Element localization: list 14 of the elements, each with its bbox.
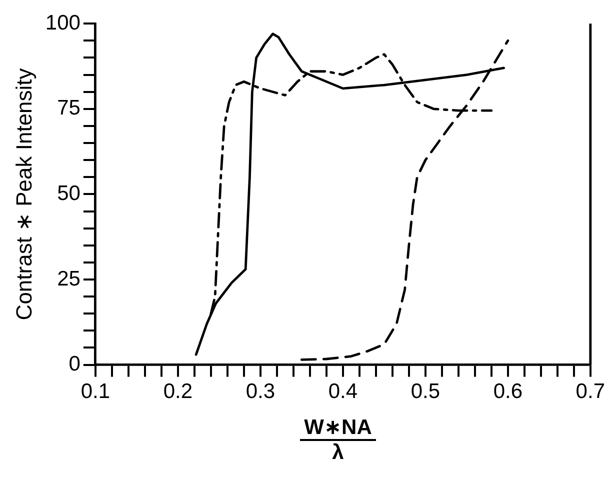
x-tick-label: 0.2 bbox=[163, 380, 193, 404]
x-tick-label: 0.4 bbox=[328, 380, 358, 404]
x-tick-label: 0.6 bbox=[493, 380, 523, 404]
y-tick-label: 100 bbox=[45, 11, 80, 34]
y-axis-title: Contrast ∗ Peak Intensity bbox=[11, 68, 36, 320]
x-tick-label: 0.7 bbox=[576, 380, 606, 404]
y-tick-label: 75 bbox=[57, 96, 80, 120]
y-tick-label: 50 bbox=[57, 182, 80, 205]
x-tick-label: 0.5 bbox=[410, 380, 440, 404]
x-axis-title: W∗NA λ bbox=[303, 416, 373, 464]
y-tick-label: 25 bbox=[57, 267, 80, 290]
y-tick-label: 0 bbox=[68, 352, 80, 376]
x-tick-label: 0.1 bbox=[80, 380, 110, 404]
x-tick-label: 0.3 bbox=[246, 380, 276, 404]
